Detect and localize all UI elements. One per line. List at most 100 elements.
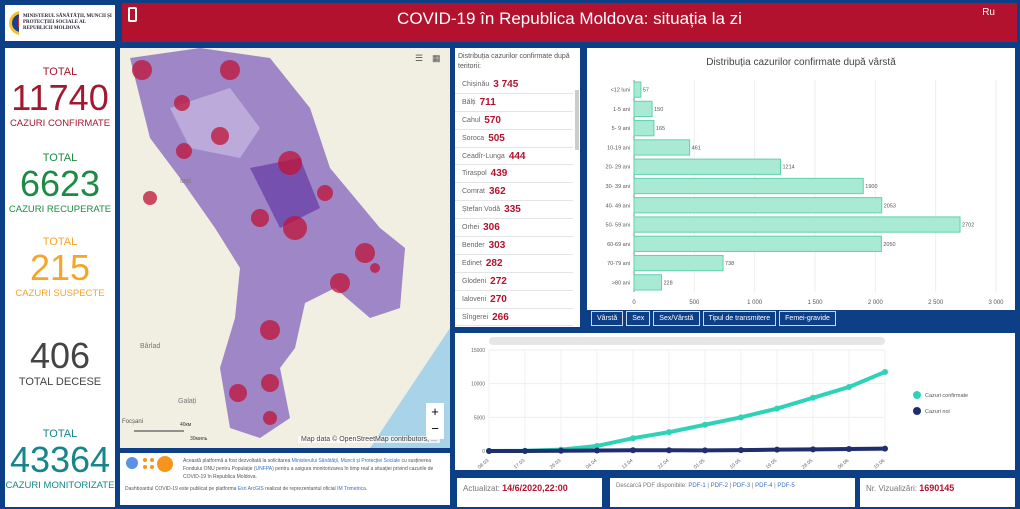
territory-item[interactable]: Chișinău 3 745 — [455, 76, 573, 94]
territory-name: Tiraspol — [462, 170, 487, 178]
unfpa-link[interactable]: UNFPA — [255, 466, 273, 472]
data-point — [666, 429, 672, 436]
bar — [633, 216, 961, 233]
territory-value: 303 — [488, 239, 506, 251]
tab-pregnant[interactable]: Femei-gravide — [779, 311, 836, 326]
data-label: 2702 — [962, 223, 974, 229]
territory-value: 3 745 — [493, 78, 519, 90]
zoom-in-button[interactable]: + — [431, 404, 439, 419]
category-label: 5- 9 ani — [612, 126, 630, 132]
x-tick-label: 01.05 — [693, 458, 707, 470]
pdf-1-link[interactable]: PDF-1 — [688, 483, 706, 489]
territory-item[interactable]: Ceadîr-Lunga 444 — [455, 148, 573, 166]
territory-item[interactable]: Comrat 362 — [455, 183, 573, 202]
views-box: Nr. Vizualizări: 1690145 — [860, 478, 1015, 507]
territory-value: 266 — [492, 311, 509, 323]
x-tick-label: 28.05 — [801, 458, 815, 470]
territory-item[interactable]: Edineț 282 — [455, 255, 573, 273]
tab-transmission[interactable]: Tipul de transmitere — [702, 311, 777, 326]
territory-item[interactable]: Bender 303 — [455, 237, 573, 255]
territory-value: 362 — [488, 186, 506, 198]
data-point — [738, 447, 744, 454]
trimetrica-link[interactable]: IM Trimetrica — [337, 486, 366, 492]
series-line — [488, 446, 886, 453]
logo-text: MINISTERUL SĂNĂTĂȚII, MUNCII ȘI PROTECȚI… — [22, 14, 112, 31]
scrollbar[interactable] — [575, 90, 579, 150]
category-label: <12 luni — [611, 88, 630, 94]
data-point — [702, 421, 708, 428]
bar — [633, 197, 883, 214]
scale-mi: 30миль — [190, 436, 208, 442]
territory-list[interactable]: Distribuția cazurilor confirmate după te… — [455, 48, 580, 327]
x-tick-label: 2 000 — [868, 300, 884, 306]
territory-item[interactable]: Bălți 711 — [455, 94, 573, 112]
phone-icon[interactable] — [128, 7, 137, 22]
stat-confirmed: TOTAL 11740 CAZURI CONFIRMATE — [9, 66, 111, 129]
category-label: 40- 49 ani — [606, 203, 630, 209]
x-tick-label: 26.03 — [549, 458, 563, 470]
pdf-3-link[interactable]: PDF-3 — [732, 483, 751, 489]
stats-panel: TOTAL 11740 CAZURI CONFIRMATE TOTAL 6623 CAZ… — [5, 48, 115, 507]
list-icon[interactable]: ☰ — [415, 53, 424, 63]
category-label: 1-5 ani — [613, 107, 630, 113]
territory-name: Comrat — [462, 188, 485, 196]
territory-item[interactable]: Strășeni251 — [455, 326, 573, 327]
partner-logos — [126, 456, 173, 472]
data-label: 1900 — [865, 184, 877, 190]
territory-name: Ialoveni — [462, 295, 487, 303]
qr-code-icon[interactable]: ▦ — [432, 53, 441, 63]
x-tick-label: 2 500 — [928, 300, 944, 306]
legend-label: Cazuri noi — [925, 409, 950, 415]
territory-name: Glodeni — [462, 277, 487, 285]
territory-item[interactable]: Ialoveni 270 — [455, 291, 573, 309]
bar — [633, 254, 724, 272]
data-point — [882, 445, 888, 452]
map-canvas[interactable]: Iași Bârlad Galați Focșani 40км 30миль — [120, 48, 450, 448]
x-tick-label: 0 — [632, 300, 636, 306]
territory-item[interactable]: Sîngerei 266 — [455, 309, 573, 327]
category-label: 70-79 ani — [607, 261, 630, 267]
x-tick-label: 06.06 — [837, 458, 851, 470]
data-point — [846, 384, 852, 391]
territory-item[interactable]: Ștefan Vodă 335 — [455, 201, 573, 220]
bar — [633, 177, 864, 195]
territory-value: 505 — [488, 132, 505, 144]
tab-age[interactable]: Vârstă — [591, 311, 624, 326]
tab-sex[interactable]: Sex — [626, 311, 651, 326]
x-tick-label: 1 500 — [807, 300, 823, 306]
arcgis-link[interactable]: Esri ArcGIS — [237, 486, 264, 492]
stat-deaths: 406 TOTAL DECESE — [18, 335, 102, 389]
category-label: 50- 59 ani — [606, 223, 630, 229]
map[interactable]: Iași Bârlad Galați Focșani 40км 30миль ☰… — [120, 48, 450, 448]
language-switch-ru[interactable]: Ru — [982, 7, 995, 18]
category-label: >80 ani — [612, 280, 630, 286]
territory-value: 282 — [485, 257, 503, 269]
zoom-out-button[interactable]: − — [431, 421, 439, 436]
territory-item[interactable]: Glodeni 272 — [455, 273, 573, 291]
x-tick-label: 17.03 — [513, 458, 527, 470]
data-point — [810, 446, 816, 453]
map-label-focsani: Focșani — [122, 419, 143, 425]
territory-item[interactable]: Tiraspol 439 — [455, 165, 573, 184]
timeseries-chart: 0 5000 10000 15000 08.03 17.03 26.03 04.04 13.04… — [471, 337, 968, 471]
data-label: 738 — [725, 261, 734, 267]
territory-name: Soroca — [462, 134, 485, 142]
x-tick-label: 10.05 — [729, 458, 743, 470]
ministry-link[interactable]: Ministerului Sănătății, Muncii și Protec… — [291, 458, 401, 464]
territory-item[interactable]: Orhei 306 — [455, 219, 573, 238]
coat-of-arms-icon — [9, 11, 19, 35]
territory-value: 711 — [479, 96, 496, 108]
stat-recovered: TOTAL 6623 CAZURI RECUPERATE — [8, 152, 112, 215]
territory-item[interactable]: Soroca 505 — [455, 130, 573, 148]
bar — [633, 81, 642, 98]
tab-sex-age[interactable]: Sex/Vârstă — [653, 311, 700, 326]
pdf-2-link[interactable]: PDF-2 — [710, 483, 728, 489]
data-label: 228 — [664, 280, 673, 286]
territory-value: 270 — [490, 293, 507, 305]
pdf-5-link[interactable]: PDF-5 — [777, 483, 795, 489]
age-chart: 0 500 1 000 1 500 2 000 2 500 3 000 <12 luni 57 1… — [606, 80, 1004, 306]
data-label: 150 — [654, 107, 663, 113]
territory-item[interactable]: Cahul 570 — [455, 112, 573, 130]
pdf-4-link[interactable]: PDF-4 — [755, 483, 773, 489]
territory-name: Ceadîr-Lunga — [462, 152, 505, 160]
